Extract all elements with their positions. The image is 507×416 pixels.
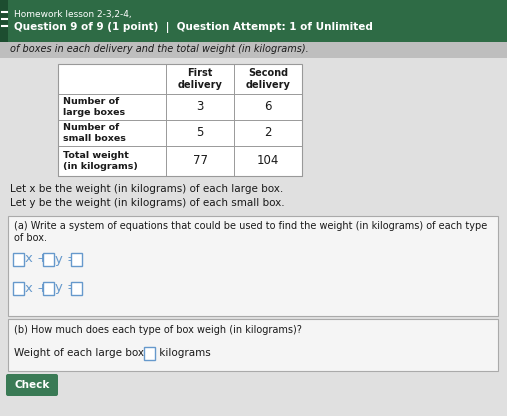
Text: Second
delivery: Second delivery bbox=[245, 68, 291, 90]
Bar bbox=[0, 58, 507, 416]
Bar bbox=[8, 319, 498, 371]
Text: 6: 6 bbox=[264, 101, 272, 114]
Bar bbox=[70, 282, 82, 295]
Text: Number of
small boxes: Number of small boxes bbox=[63, 123, 126, 143]
Bar bbox=[43, 282, 54, 295]
Text: kilograms: kilograms bbox=[156, 348, 211, 358]
Bar bbox=[0, 42, 507, 58]
Text: x +: x + bbox=[25, 253, 48, 265]
Text: Check: Check bbox=[14, 380, 50, 390]
Bar bbox=[13, 253, 23, 265]
Text: 2: 2 bbox=[264, 126, 272, 139]
Text: 77: 77 bbox=[193, 154, 207, 168]
Text: (b) How much does each type of box weigh (in kilograms)?: (b) How much does each type of box weigh… bbox=[14, 325, 302, 335]
Bar bbox=[0, 0, 507, 42]
Text: Total weight
(in kilograms): Total weight (in kilograms) bbox=[63, 151, 138, 171]
Bar bbox=[13, 282, 23, 295]
Text: First
delivery: First delivery bbox=[177, 68, 223, 90]
Bar bbox=[70, 253, 82, 265]
Text: 5: 5 bbox=[196, 126, 204, 139]
Text: of boxes in each delivery and the total weight (in kilograms).: of boxes in each delivery and the total … bbox=[10, 44, 309, 54]
Bar bbox=[0, 0, 8, 42]
Text: Homework lesson 2-3,2-4,: Homework lesson 2-3,2-4, bbox=[14, 10, 132, 19]
Text: Let x be the weight (in kilograms) of each large box.: Let x be the weight (in kilograms) of ea… bbox=[10, 184, 283, 194]
Text: Weight of each large box:: Weight of each large box: bbox=[14, 348, 154, 358]
Text: 104: 104 bbox=[257, 154, 279, 168]
Text: x +: x + bbox=[25, 282, 48, 295]
FancyBboxPatch shape bbox=[6, 374, 58, 396]
Text: y =: y = bbox=[55, 253, 78, 265]
Bar bbox=[58, 64, 302, 176]
Text: Question 9 of 9 (1 point)  |  Question Attempt: 1 of Unlimited: Question 9 of 9 (1 point) | Question Att… bbox=[14, 22, 373, 33]
Bar bbox=[143, 347, 155, 359]
Text: (a) Write a system of equations that could be used to find the weight (in kilogr: (a) Write a system of equations that cou… bbox=[14, 221, 487, 231]
Bar bbox=[43, 253, 54, 265]
Text: Let y be the weight (in kilograms) of each small box.: Let y be the weight (in kilograms) of ea… bbox=[10, 198, 284, 208]
Bar bbox=[8, 216, 498, 316]
Text: y =: y = bbox=[55, 282, 78, 295]
Text: Number of
large boxes: Number of large boxes bbox=[63, 97, 125, 117]
Text: 3: 3 bbox=[196, 101, 204, 114]
Text: of box.: of box. bbox=[14, 233, 47, 243]
